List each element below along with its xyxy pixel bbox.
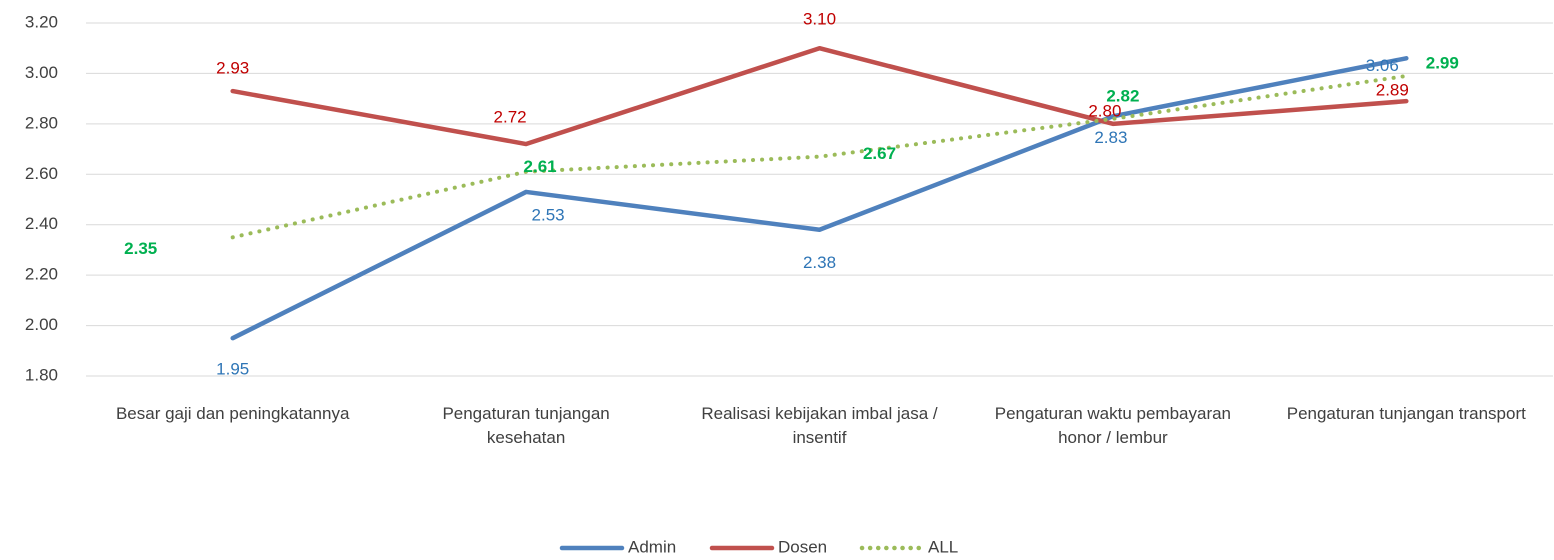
data-label: 2.35 [124, 239, 157, 258]
data-label: 2.89 [1376, 81, 1409, 100]
data-label: 2.61 [524, 157, 557, 176]
y-tick-label: 2.00 [25, 315, 58, 334]
data-label: 2.67 [863, 144, 896, 163]
data-label: 2.82 [1106, 86, 1139, 105]
x-tick-label: Pengaturan tunjangan transport [1286, 404, 1526, 423]
data-label: 2.53 [532, 205, 565, 224]
series-line [230, 56, 1409, 341]
data-label: 1.95 [216, 360, 249, 379]
y-tick-label: 2.60 [25, 164, 58, 183]
x-tick-label: Pengaturan waktu pembayaran honor / lemb… [994, 404, 1232, 447]
series-line [230, 73, 1409, 240]
data-label: 2.72 [494, 108, 527, 127]
data-label: 2.80 [1088, 101, 1121, 120]
data-label: 3.10 [803, 10, 836, 29]
data-label: 2.99 [1426, 53, 1459, 72]
series-line [230, 45, 1409, 147]
y-tick-label: 2.80 [25, 113, 58, 132]
y-tick-label: 2.40 [25, 214, 58, 233]
y-tick-label: 2.20 [25, 265, 58, 284]
x-tick-label: Besar gaji dan peningkatannya [115, 404, 350, 423]
x-tick-label: Realisasi kebijakan imbal jasa / insenti… [701, 404, 938, 447]
legend-label: Dosen [778, 537, 827, 556]
x-tick-label: Pengaturan tunjangan kesehatan [442, 404, 610, 447]
y-tick-label: 3.20 [25, 12, 58, 31]
legend-label: Admin [628, 537, 676, 556]
legend-label: ALL [928, 537, 958, 556]
data-label: 2.93 [216, 59, 249, 78]
data-label: 3.06 [1366, 56, 1399, 75]
y-tick-label: 1.80 [25, 365, 58, 384]
y-tick-label: 3.00 [25, 63, 58, 82]
data-label: 2.83 [1094, 128, 1127, 147]
data-label: 2.38 [803, 253, 836, 272]
